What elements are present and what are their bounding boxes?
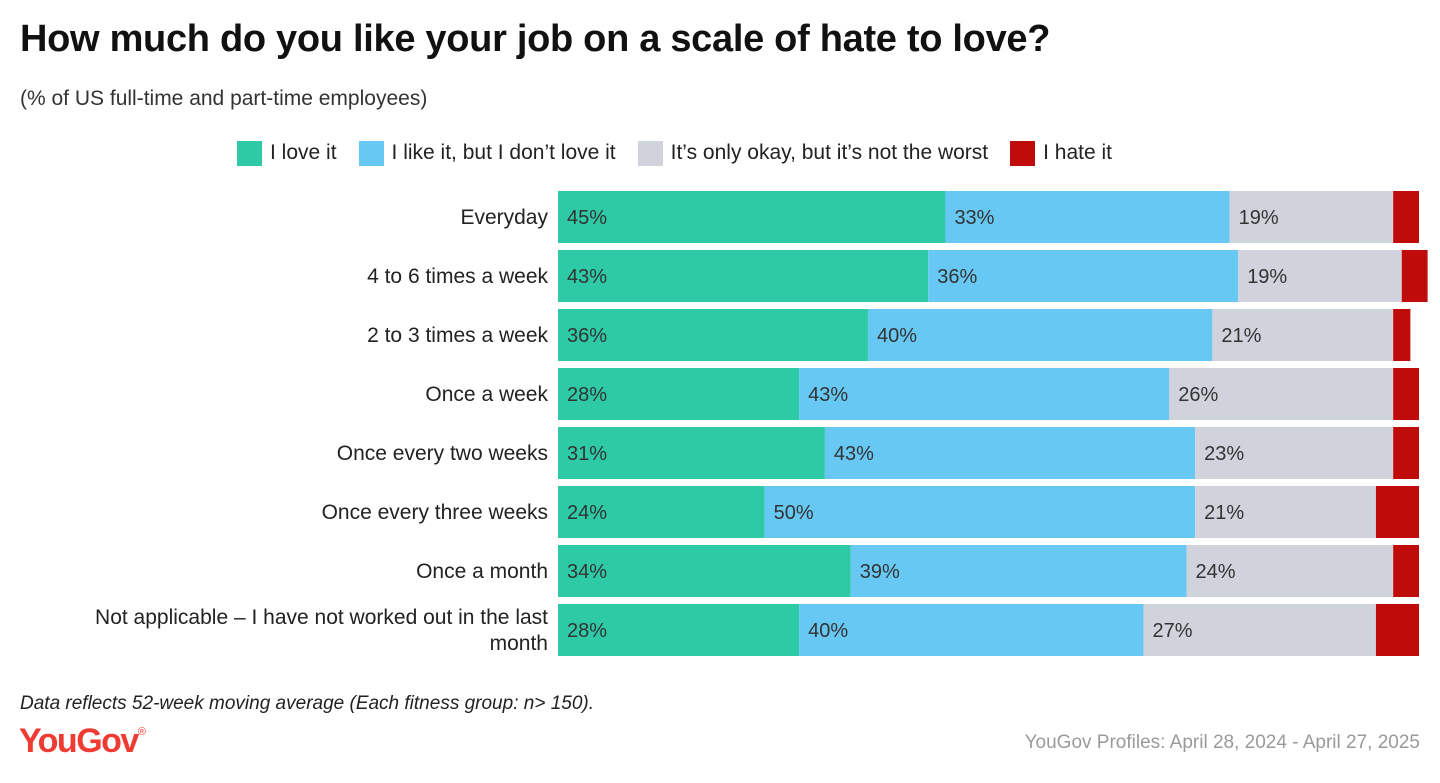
data-label: 43% — [834, 443, 874, 465]
bar-segment — [558, 309, 868, 361]
data-label: 19% — [1247, 266, 1287, 288]
data-label: 28% — [567, 620, 607, 642]
bar-segment — [945, 191, 1230, 243]
bar-segment — [558, 604, 800, 656]
legend-item-like: I like it, but I don’t love it — [358, 140, 616, 166]
bar-segment — [558, 427, 825, 479]
bar-segment — [558, 191, 946, 243]
chart-title: How much do you like your job on a scale… — [20, 18, 1051, 60]
bar-segment — [764, 486, 1196, 538]
data-label: 19% — [1239, 207, 1279, 229]
bar-segment — [928, 250, 1239, 302]
bar-segment — [824, 427, 1196, 479]
bar-segment — [558, 486, 765, 538]
data-label: 34% — [567, 561, 607, 583]
data-label: 24% — [567, 502, 607, 524]
data-label: 21% — [1204, 502, 1244, 524]
bar-segment — [867, 309, 1213, 361]
category-label: Once every two weeks — [337, 442, 548, 465]
chart-subtitle: (% of US full-time and part-time employe… — [20, 87, 428, 110]
data-label: 27% — [1152, 620, 1192, 642]
data-label: 50% — [774, 502, 814, 524]
category-label: Once a month — [416, 560, 548, 583]
data-label: 39% — [860, 561, 900, 583]
chart-legend: I love it I like it, but I don’t love it… — [237, 139, 1112, 167]
bar-segment — [558, 250, 929, 302]
data-label: 26% — [1178, 384, 1218, 406]
bar-segment — [799, 368, 1170, 420]
category-label: Not applicable – I have not worked out i… — [95, 606, 548, 655]
data-label: 23% — [1204, 443, 1244, 465]
legend-swatch-okay — [637, 140, 663, 166]
data-label: 36% — [937, 266, 977, 288]
legend-label-love: I love it — [270, 141, 337, 164]
legend-item-love: I love it — [237, 140, 337, 166]
yougov-logo: YouGov® — [19, 722, 146, 761]
logo-text: YouGov — [19, 722, 139, 760]
data-label: 28% — [567, 384, 607, 406]
bar-segment — [1169, 368, 1394, 420]
category-label: Everyday — [460, 206, 548, 229]
bar-segment — [799, 604, 1144, 656]
data-label: 36% — [567, 325, 607, 347]
data-label: 43% — [808, 384, 848, 406]
data-label: 40% — [808, 620, 848, 642]
bar-segment — [1393, 368, 1419, 420]
bar-segment — [1401, 250, 1428, 302]
data-label: 33% — [954, 207, 994, 229]
bar-segment — [1393, 427, 1419, 479]
category-label: 4 to 6 times a week — [367, 265, 548, 288]
registered-mark: ® — [137, 726, 146, 738]
legend-item-hate: I hate it — [1010, 140, 1113, 166]
source-note: YouGov Profiles: April 28, 2024 - April … — [1024, 732, 1420, 753]
footnote: Data reflects 52-week moving average (Ea… — [20, 693, 594, 714]
bar-segment — [1238, 250, 1402, 302]
bar-segment — [1229, 191, 1394, 243]
data-label: 24% — [1196, 561, 1236, 583]
legend-swatch-love — [237, 140, 262, 166]
data-label: 31% — [567, 443, 607, 465]
data-label: 45% — [567, 207, 607, 229]
category-label: Once every three weeks — [322, 501, 548, 524]
bar-segment — [850, 545, 1187, 597]
bar-segment — [1375, 604, 1419, 656]
legend-swatch-like — [358, 140, 384, 166]
bar-segment — [1186, 545, 1394, 597]
bar-segment — [1212, 309, 1394, 361]
legend-label-like: I like it, but I don’t love it — [391, 141, 616, 164]
category-label: 2 to 3 times a week — [367, 324, 548, 347]
legend-item-okay: It’s only okay, but it’s not the worst — [637, 140, 989, 166]
legend-label-okay: It’s only okay, but it’s not the worst — [670, 141, 989, 164]
bar-segment — [558, 545, 851, 597]
bar-segment — [1195, 427, 1394, 479]
legend-label-hate: I hate it — [1043, 141, 1113, 164]
bar-segment — [1393, 545, 1419, 597]
bar-segment — [1195, 486, 1376, 538]
data-label: 40% — [877, 325, 917, 347]
bar-segment — [1375, 486, 1419, 538]
data-label: 43% — [567, 266, 607, 288]
legend-swatch-hate — [1010, 140, 1036, 166]
bar-segment — [558, 368, 800, 420]
bar-segment — [1143, 604, 1376, 656]
bar-segment — [1393, 309, 1411, 361]
category-label: Once a week — [425, 383, 548, 406]
bar-segment — [1393, 191, 1419, 243]
data-label: 21% — [1221, 325, 1261, 347]
